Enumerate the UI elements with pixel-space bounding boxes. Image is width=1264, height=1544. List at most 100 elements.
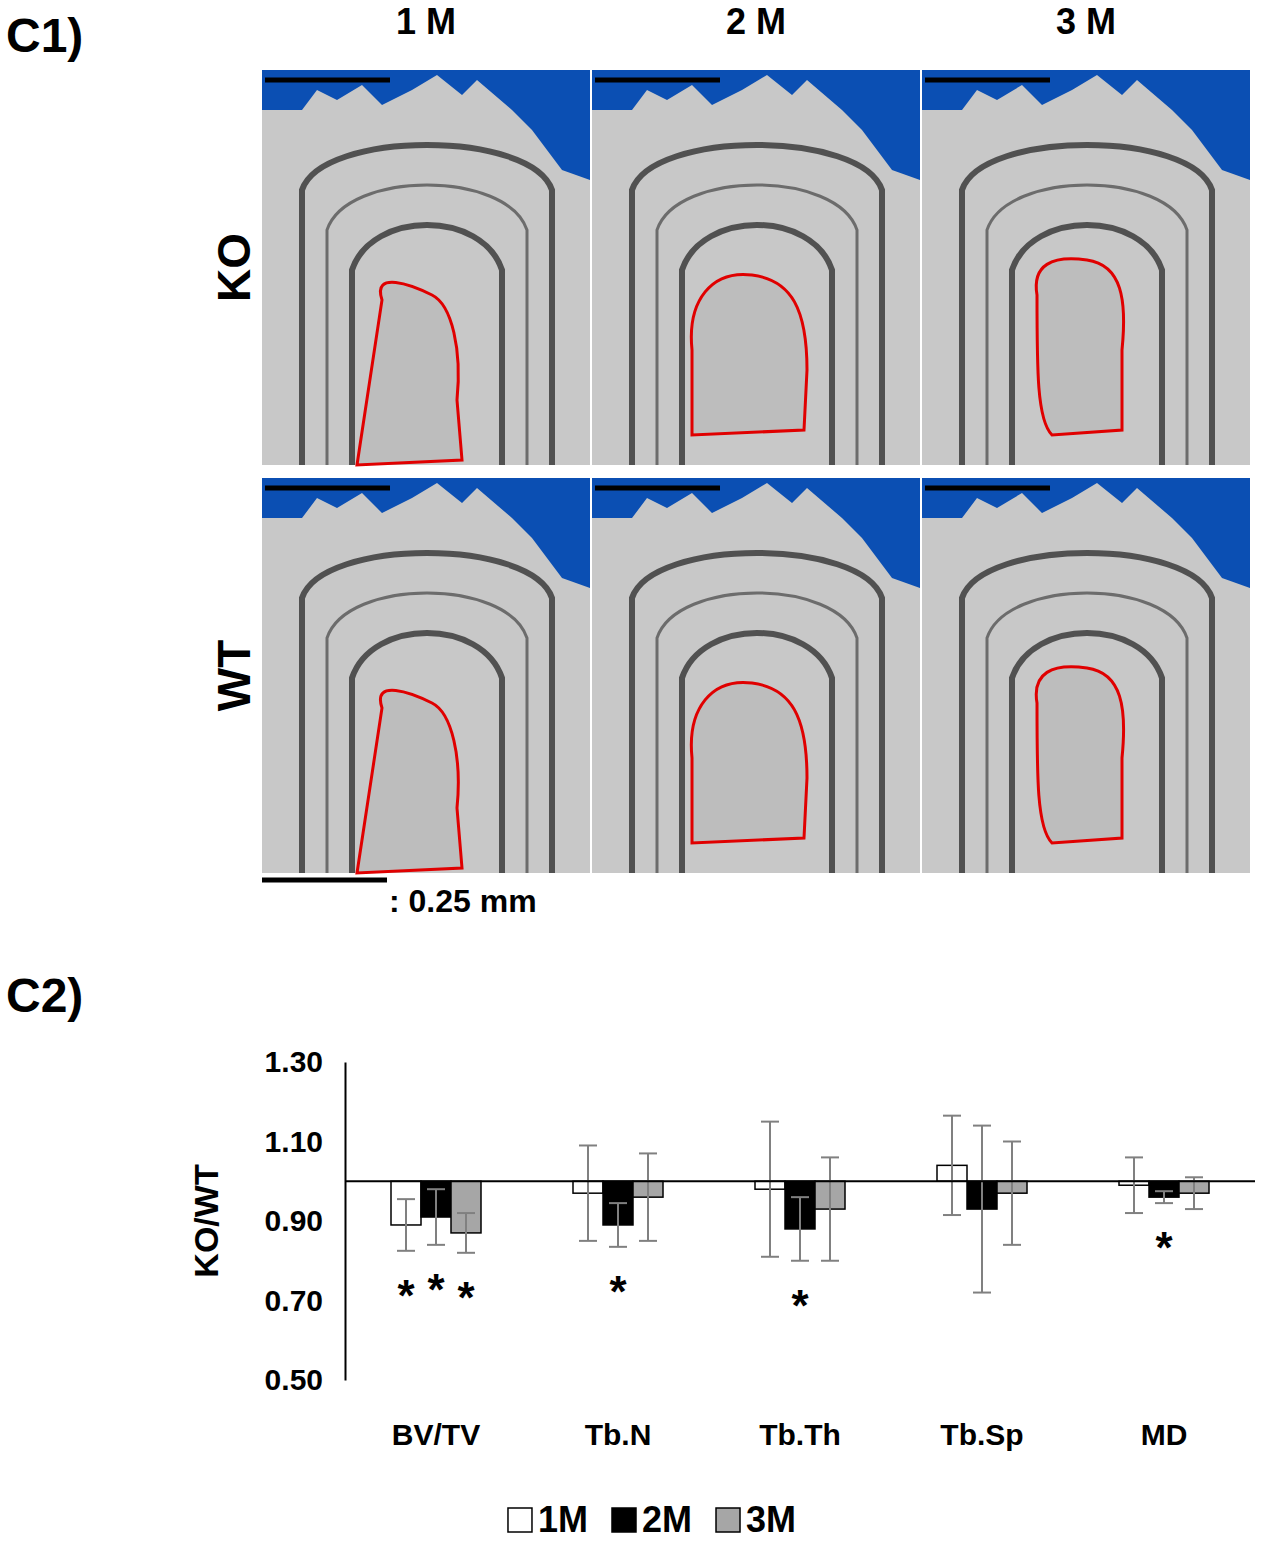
roi-outline (1036, 259, 1123, 435)
legend-swatch (508, 1508, 532, 1532)
x-tick-label: BV/TV (392, 1418, 480, 1451)
tissue-layer (962, 553, 1212, 873)
error-bar-cap (791, 1260, 809, 1262)
error-bar (579, 1145, 597, 1240)
error-bar-stem (829, 1157, 831, 1260)
error-bar-cap (579, 1144, 597, 1146)
tissue-layer (327, 593, 527, 873)
error-bar-stem (769, 1122, 771, 1257)
error-bar-cap (639, 1152, 657, 1154)
tissue-layer (987, 593, 1187, 873)
y-tick-label: 1.30 (265, 1045, 323, 1078)
column-label: 3 M (1056, 1, 1116, 42)
column-label: 1 M (396, 1, 456, 42)
error-bar-cap (821, 1156, 839, 1158)
tissue-layer (682, 633, 832, 873)
roi-outline (357, 690, 462, 873)
roi-outline (691, 274, 807, 435)
error-bar-cap (1003, 1244, 1021, 1246)
error-bar-stem (799, 1197, 801, 1261)
legend-label: 1M (538, 1499, 588, 1540)
y-axis: 0.50 0.70 0.90 1.10 1.30 (265, 1045, 346, 1396)
error-bar-cap (579, 1240, 597, 1242)
x-tick: MD (1141, 1418, 1188, 1451)
error-bar-stem (981, 1126, 983, 1293)
error-bar (821, 1157, 839, 1260)
significance-mark: * (397, 1271, 415, 1320)
error-bar (943, 1116, 961, 1215)
x-tick: Tb.Th (759, 1418, 841, 1451)
error-bar-cap (1185, 1208, 1203, 1210)
error-bar-stem (647, 1153, 649, 1240)
y-tick-label: 1.10 (265, 1125, 323, 1158)
error-bar-cap (457, 1212, 475, 1214)
error-bar-cap (427, 1244, 445, 1246)
error-bar (457, 1213, 475, 1253)
image-panel (922, 478, 1250, 873)
chart-title: C2) (6, 969, 83, 1022)
significance-mark: * (609, 1267, 627, 1316)
image-background (922, 478, 1250, 873)
tissue (922, 483, 1250, 873)
error-bar (609, 1203, 627, 1247)
error-bar-cap (397, 1198, 415, 1200)
error-bar-cap (943, 1115, 961, 1117)
scale-bar (925, 486, 1050, 491)
legend-swatch (612, 1508, 636, 1532)
error-bar-stem (1011, 1142, 1013, 1245)
y-tick: 0.50 (265, 1363, 345, 1396)
error-bar-cap (1185, 1176, 1203, 1178)
significance-mark: * (791, 1281, 809, 1330)
significance-marks: ****** (397, 1223, 1173, 1330)
tissue-layer (302, 553, 552, 873)
image-background (592, 70, 920, 465)
scale-bar (925, 78, 1050, 83)
tissue-layer (962, 145, 1212, 465)
error-bar (397, 1199, 415, 1251)
error-bar-stem (951, 1116, 953, 1215)
figure: C1)1 M2 M3 MKOWT: 0.25 mmC2)0.500.700.90… (0, 0, 1264, 1544)
error-bar (791, 1197, 809, 1261)
y-tick-label: 0.50 (265, 1363, 323, 1396)
error-bar-cap (1003, 1141, 1021, 1143)
error-bar-cap (1125, 1212, 1143, 1214)
scale-bar (265, 78, 390, 83)
x-tick-label: Tb.Th (759, 1418, 841, 1451)
legend-swatch (716, 1508, 740, 1532)
error-bar-stem (1133, 1157, 1135, 1213)
error-bar-stem (617, 1203, 619, 1247)
y-tick-label: 0.90 (265, 1204, 323, 1237)
x-tick: Tb.N (585, 1418, 652, 1451)
error-bar (761, 1122, 779, 1257)
y-tick: 1.10 (265, 1125, 345, 1158)
error-bar (973, 1126, 991, 1293)
x-tick-label: Tb.Sp (940, 1418, 1023, 1451)
y-tick-label: 0.70 (265, 1284, 323, 1317)
image-background (922, 70, 1250, 465)
legend-item: 3M (716, 1499, 796, 1540)
error-bar-cap (457, 1252, 475, 1254)
image-panel (592, 478, 920, 873)
tissue-layer (352, 225, 502, 465)
scale-bar (265, 486, 390, 491)
image-background (592, 478, 920, 873)
column-label: 2 M (726, 1, 786, 42)
error-bar-cap (1155, 1190, 1173, 1192)
error-bar-cap (761, 1256, 779, 1258)
plot-area (391, 1116, 1209, 1293)
tissue (592, 483, 920, 873)
error-bar (1003, 1142, 1021, 1245)
image-panel (262, 478, 590, 873)
legend-label: 3M (746, 1499, 796, 1540)
legend: 1M 2M 3M (508, 1499, 796, 1540)
significance-mark: * (1155, 1223, 1173, 1272)
image-background (262, 70, 590, 465)
y-axis-line (345, 1063, 347, 1381)
x-tick: BV/TV (392, 1418, 480, 1451)
error-bar-cap (791, 1196, 809, 1198)
roi-outline (357, 282, 462, 465)
legend-label: 2M (642, 1499, 692, 1540)
y-tick: 1.30 (265, 1045, 345, 1078)
tissue-layer (657, 185, 857, 465)
error-bar-cap (427, 1188, 445, 1190)
